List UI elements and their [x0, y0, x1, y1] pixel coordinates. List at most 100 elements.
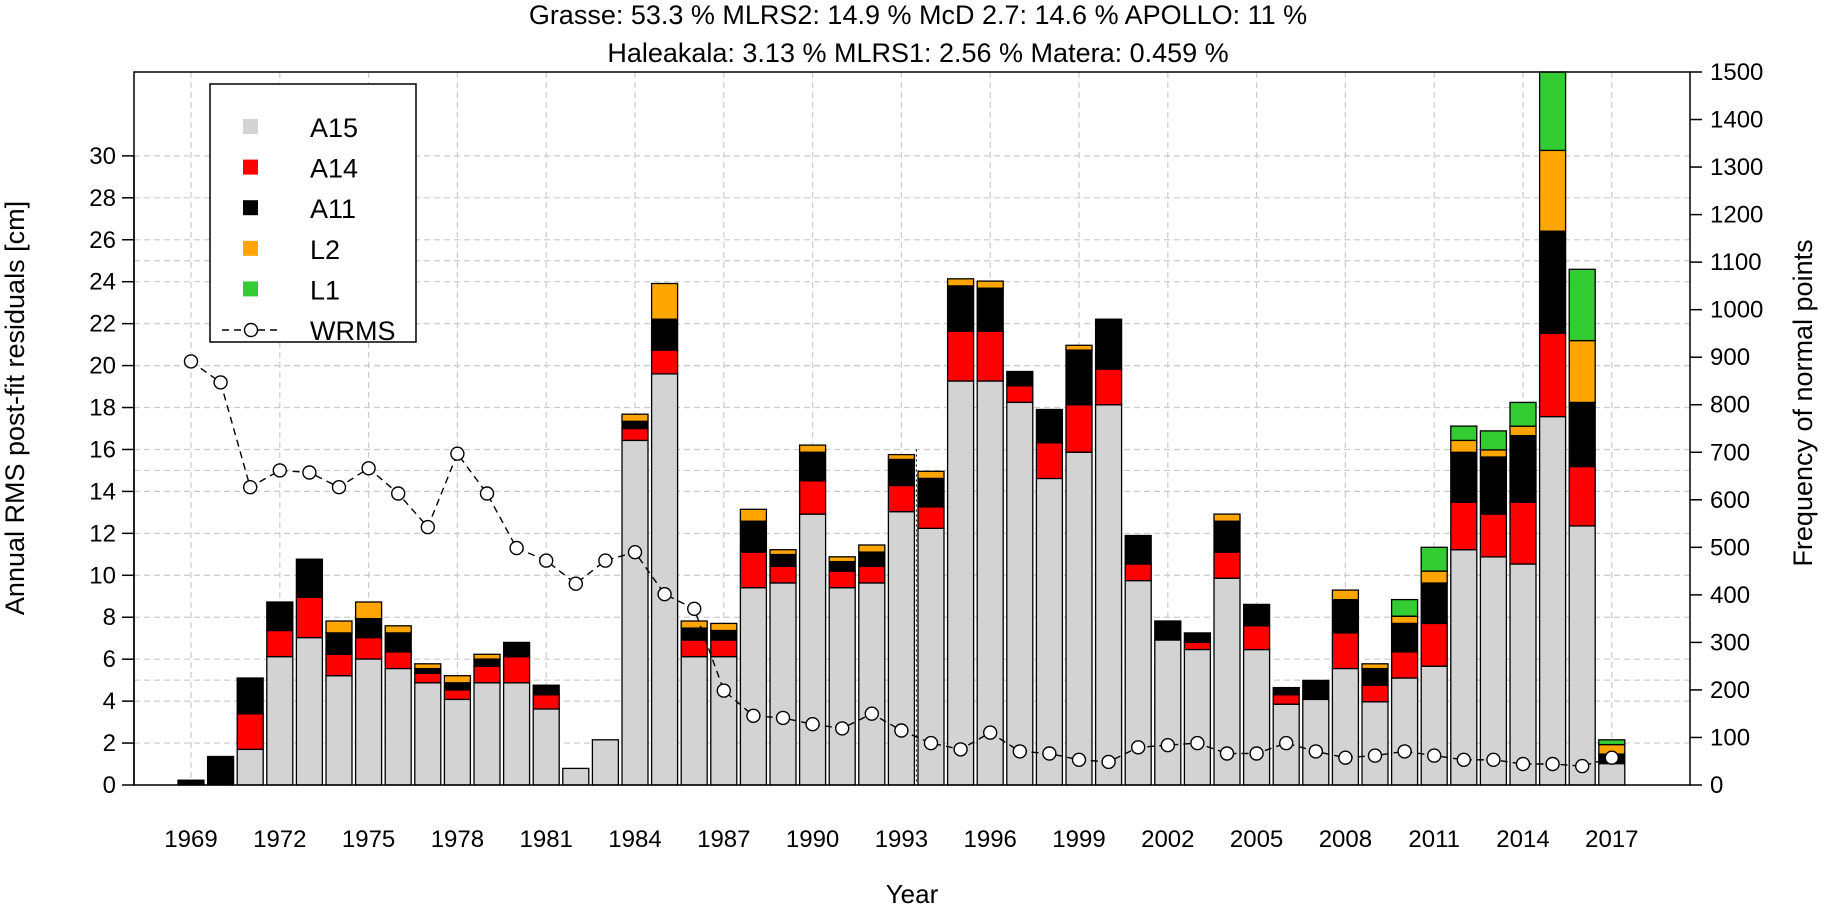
bar-segment-a14-2011	[1420, 622, 1448, 667]
wrms-series	[183, 354, 1620, 774]
wrms-point-1973	[302, 465, 317, 480]
wrms-point-2015	[1545, 756, 1560, 772]
bar-segment-a15-1991	[828, 587, 856, 786]
bar-segment-a11-2000	[1094, 318, 1123, 370]
bar-segment-a15-2000	[1094, 404, 1123, 786]
wrms-point-1981	[539, 553, 554, 568]
bar-segment-a15-1993	[887, 511, 916, 786]
bar-segment-l1-2014	[1509, 401, 1537, 427]
y-tick-label: 24	[89, 269, 116, 296]
bar-segment-a11-1971	[236, 677, 264, 715]
bar-segment-l1-2012	[1450, 425, 1478, 442]
wrms-point-1980	[509, 540, 524, 556]
wrms-point-2009	[1367, 748, 1383, 763]
bar-segment-l2-2011	[1420, 570, 1448, 584]
bar-segment-a14-1993	[887, 484, 916, 513]
bar-segment-a11-1998	[1035, 408, 1064, 444]
y2-tick-label: 500	[1710, 534, 1750, 561]
wrms-point-1983	[598, 553, 613, 568]
bar-segment-a15-1985	[650, 373, 679, 786]
y-tick-label: 12	[89, 520, 116, 547]
wrms-point-2017	[1604, 750, 1620, 765]
wrms-point-1991	[835, 721, 850, 736]
bar-segment-l2-1979	[473, 653, 501, 660]
bar-segment-a15-2010	[1390, 677, 1419, 786]
y2-tick-label: 200	[1710, 677, 1750, 704]
bar-segment-l2-1984	[621, 413, 649, 422]
wrms-point-1984	[627, 545, 643, 560]
bar-segment-a14-1999	[1065, 404, 1093, 453]
bar-segment-a14-2014	[1509, 501, 1537, 565]
y-tick-label: 14	[89, 478, 116, 505]
wrms-point-1998	[1042, 746, 1057, 761]
legend-label-a14: A14	[310, 154, 358, 184]
bar-segment-l2-2010	[1390, 615, 1419, 625]
bar-segment-a15-2005	[1242, 648, 1271, 786]
bar-segment-l2-1974	[325, 620, 353, 634]
bar-segment-a15-1999	[1065, 451, 1093, 786]
bar-segment-a14-1980	[502, 656, 531, 684]
wrms-point-1994	[923, 735, 939, 751]
bar-segment-l2-1978	[443, 675, 472, 684]
y-axis-right: 0 100 200 300 400 500 600 700 800 900 1000 1100 1200…	[1690, 59, 1763, 799]
bar-segment-a15-1997	[1006, 401, 1034, 786]
wrms-point-1986	[687, 601, 702, 616]
bar-segment-l1-2010	[1390, 598, 1419, 617]
y2-tick-label: 1200	[1710, 202, 1763, 229]
x-tick-label: 2005	[1230, 826, 1283, 853]
y2-tick-label: 900	[1710, 344, 1750, 371]
bar-segment-a11-1972	[266, 601, 294, 632]
wrms-point-1988	[746, 708, 761, 723]
bar-segment-a11-2001	[1124, 534, 1152, 565]
wrms-point-2010	[1397, 744, 1412, 759]
bar-segment-a15-1995	[946, 380, 975, 786]
legend-swatch-l2	[243, 240, 258, 256]
x-tick-label: 1981	[520, 826, 573, 853]
legend-swatch-a14	[243, 159, 258, 175]
bar-segment-a14-1994	[917, 506, 945, 529]
x-tick-label: 1999	[1052, 826, 1105, 853]
bar-segment-l2-2014	[1509, 425, 1537, 437]
x-tick-label: 2017	[1585, 826, 1638, 853]
bar-segment-l2-1990	[798, 444, 827, 453]
bar-segment-a15-1978	[443, 698, 472, 786]
bar-segment-a15-1973	[295, 636, 324, 786]
x-tick-label: 1969	[164, 826, 217, 853]
bar-segment-other-1983	[591, 739, 620, 786]
bar-segment-l1-2013	[1479, 430, 1508, 451]
bar-segment-a11-1990	[798, 451, 827, 482]
bar-segment-a11-1985	[650, 318, 679, 351]
y2-tick-label: 1000	[1710, 297, 1763, 324]
y-tick-label: 18	[89, 395, 116, 422]
y-tick-label: 2	[103, 730, 116, 757]
bar-segment-a14-1990	[798, 480, 827, 515]
bar-segment-a11-2006	[1272, 686, 1300, 696]
wrms-point-1989	[775, 710, 791, 726]
bar-segment-l2-2008	[1331, 589, 1360, 601]
bar-segment-a15-1980	[502, 682, 531, 786]
bar-segment-a15-2008	[1331, 667, 1360, 786]
wrms-point-1976	[391, 486, 406, 501]
bar-segment-a14-2000	[1094, 368, 1123, 406]
wrms-point-2000	[1101, 754, 1116, 770]
bar-segment-l2-1977	[414, 663, 442, 670]
bar-segment-a14-1997	[1006, 385, 1034, 403]
bar-segment-a14-2012	[1450, 501, 1478, 551]
legend-swatch-a11	[243, 200, 258, 216]
x-tick-label: 1987	[697, 826, 750, 853]
bar-segment-a11-1996	[976, 287, 1004, 332]
bar-segment-a15-1984	[621, 439, 649, 786]
bar-segment-a15-1979	[473, 682, 501, 786]
bar-segment-a15-2003	[1183, 648, 1212, 786]
bar-segment-a11-1986	[680, 627, 708, 641]
wrms-point-2013	[1486, 752, 1501, 767]
bar-segment-a14-1984	[621, 427, 649, 442]
bar-segment-a14-1978	[443, 689, 472, 701]
bar-segment-a11-2003	[1183, 632, 1212, 644]
bar-segment-a11-2002	[1154, 620, 1182, 641]
y2-tick-label: 600	[1710, 487, 1750, 514]
wrms-point-1977	[420, 519, 435, 535]
bar-segment-other-1982	[562, 767, 590, 786]
y2-tick-label: 400	[1710, 582, 1750, 609]
